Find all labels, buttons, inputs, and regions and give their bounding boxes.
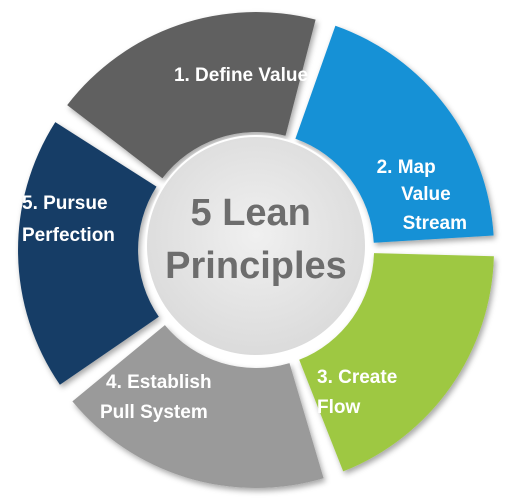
segment-label-create-flow: 3. Create Flow xyxy=(317,367,403,418)
segment-label-map-value-stream: 2. Map Value Stream xyxy=(377,157,467,234)
segment-label-define-value: 1. Define Value xyxy=(174,65,308,86)
segment-pursue-perfection xyxy=(18,122,159,385)
segment-map-value-stream xyxy=(295,25,494,243)
segment-label-establish-pull-system: 4. Establish Pull System xyxy=(100,372,217,423)
center-circle xyxy=(145,135,367,357)
center-title: 5 Lean Principles xyxy=(165,192,347,287)
segment-label-pursue-perfection: 5. Pursue Perfection xyxy=(22,193,115,246)
segment-create-flow xyxy=(299,253,494,472)
segment-establish-pull-system xyxy=(72,325,324,488)
segment-define-value xyxy=(67,12,316,179)
